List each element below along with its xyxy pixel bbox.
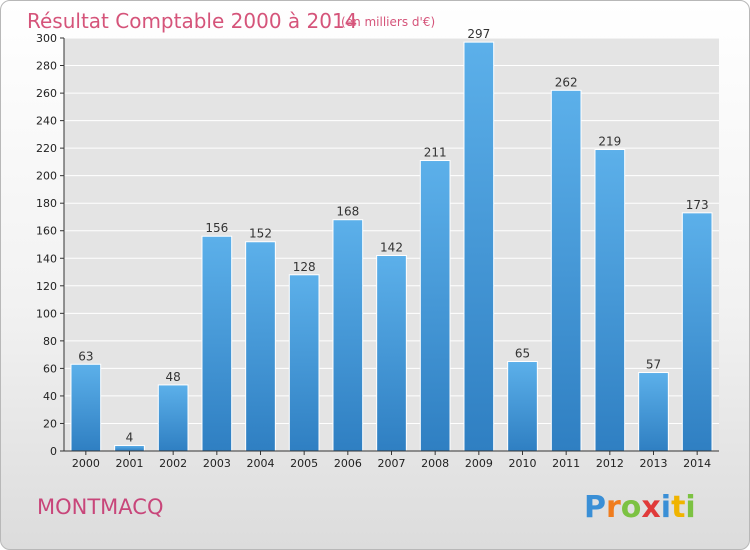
- bar-2005: [288, 274, 320, 452]
- y-axis-ticks: 0 20 40 60 80 100 120 140 160 180 200 220 240 260 280 3…: [36, 32, 57, 458]
- logo-letter: r: [606, 490, 621, 525]
- bar-2014: [681, 212, 713, 452]
- bar-2003: [201, 235, 233, 452]
- y-tick-label: 260: [36, 87, 57, 100]
- bar-2008: [419, 160, 451, 452]
- logo-letter: i: [661, 490, 671, 525]
- logo-letter: t: [671, 490, 685, 525]
- bar-2009: [463, 41, 495, 452]
- logo-letter: i: [685, 490, 695, 525]
- x-tick-label-2014: 2014: [683, 457, 711, 470]
- y-tick-label: 220: [36, 142, 57, 155]
- logo-letter: x: [641, 490, 660, 525]
- x-tick-label-2013: 2013: [640, 457, 668, 470]
- bar-2007: [376, 255, 407, 452]
- data-label-2002: 48: [166, 370, 181, 384]
- y-tick-label: 160: [36, 225, 57, 238]
- data-label-2007: 142: [380, 241, 403, 255]
- y-tick-label: 60: [43, 362, 57, 375]
- bar-2012: [594, 149, 626, 452]
- x-tick-label-2000: 2000: [72, 457, 100, 470]
- proxiti-logo: Proxiti: [584, 490, 696, 525]
- bar-2000: [70, 363, 102, 452]
- data-label-2013: 57: [646, 358, 661, 372]
- logo-letter: P: [584, 490, 606, 525]
- data-label-2011: 262: [555, 75, 578, 89]
- data-label-2014: 173: [686, 198, 709, 212]
- bar-2006: [332, 219, 364, 452]
- y-tick-label: 100: [36, 307, 57, 320]
- y-tick-label: 120: [36, 280, 57, 293]
- x-tick-label-2009: 2009: [465, 457, 493, 470]
- y-tick-label: 200: [36, 170, 57, 183]
- x-tick-label-2003: 2003: [203, 457, 231, 470]
- x-tick-label-2007: 2007: [378, 457, 406, 470]
- commune-name: MONTMACQ: [37, 495, 164, 519]
- x-axis-ticks: 2000 2001 2002 2003 2004 2005 2006 2007 2008 2009…: [72, 457, 711, 470]
- x-tick-label-2012: 2012: [596, 457, 624, 470]
- x-tick-label-2002: 2002: [159, 457, 187, 470]
- y-tick-label: 0: [50, 445, 57, 458]
- data-label-2008: 211: [424, 146, 447, 160]
- y-tick-label: 280: [36, 60, 57, 73]
- data-label-2009: 297: [467, 27, 490, 41]
- y-tick-label: 140: [36, 252, 57, 265]
- logo-letter: o: [621, 490, 642, 525]
- data-label-2001: 4: [126, 430, 134, 444]
- bar-2013: [638, 372, 669, 452]
- bar-2004: [245, 241, 276, 452]
- y-tick-label: 180: [36, 197, 57, 210]
- data-label-2004: 152: [249, 227, 272, 241]
- data-label-2005: 128: [293, 260, 316, 274]
- y-tick-label: 40: [43, 390, 57, 403]
- chart-title: Résultat Comptable 2000 à 2014: [27, 9, 357, 33]
- x-tick-label-2010: 2010: [509, 457, 537, 470]
- data-label-2003: 156: [205, 221, 228, 235]
- bar-2002: [157, 384, 189, 452]
- x-tick-label-2005: 2005: [290, 457, 318, 470]
- data-label-2012: 219: [598, 135, 621, 149]
- y-tick-label: 300: [36, 32, 57, 45]
- y-tick-label: 20: [43, 417, 57, 430]
- bar-2011: [550, 89, 582, 452]
- data-label-2000: 63: [78, 349, 93, 363]
- x-tick-label-2008: 2008: [421, 457, 449, 470]
- data-label-2010: 65: [515, 347, 530, 361]
- bar-2010: [507, 361, 538, 452]
- bar-2001: [114, 444, 145, 452]
- x-tick-label-2001: 2001: [116, 457, 144, 470]
- data-label-2006: 168: [336, 205, 359, 219]
- chart-subtitle: (en milliers d'€): [341, 15, 435, 29]
- bars: 63 4 48 156 152 128 168 142 211 297 65 262 219 57 173: [70, 27, 713, 452]
- y-tick-label: 80: [43, 335, 57, 348]
- x-tick-label-2011: 2011: [552, 457, 580, 470]
- y-tick-label: 240: [36, 115, 57, 128]
- x-tick-label-2004: 2004: [247, 457, 275, 470]
- x-tick-label-2006: 2006: [334, 457, 362, 470]
- axes: [60, 37, 719, 455]
